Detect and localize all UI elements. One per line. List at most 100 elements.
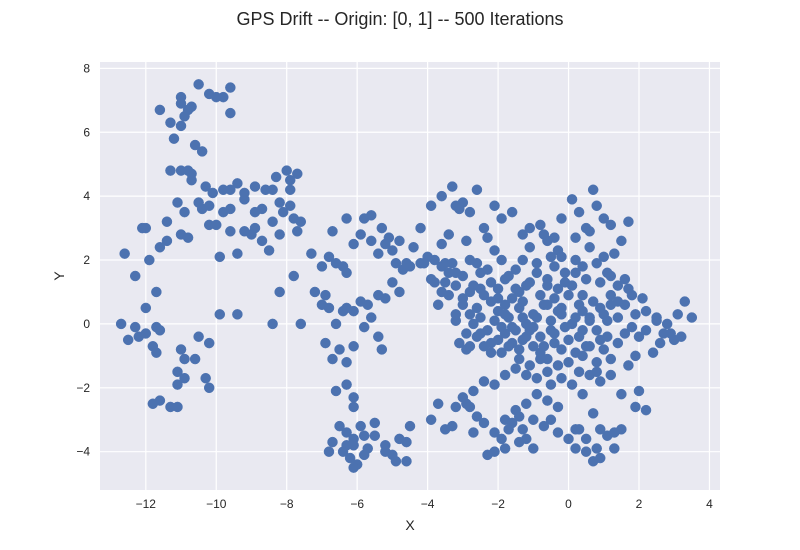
- chart-title: GPS Drift -- Origin: [0, 1] -- 500 Itera…: [236, 9, 563, 29]
- scatter-point: [570, 254, 581, 266]
- scatter-point: [436, 286, 447, 298]
- scatter-point: [503, 424, 514, 435]
- scatter-point: [369, 417, 381, 429]
- scatter-point: [499, 273, 511, 285]
- scatter-point: [563, 289, 574, 301]
- scatter-point: [594, 376, 606, 387]
- scatter-point: [387, 245, 398, 256]
- scatter-point: [556, 251, 567, 263]
- scatter-point: [348, 440, 359, 451]
- scatter-point: [344, 452, 356, 464]
- scatter-point: [499, 443, 511, 454]
- scatter-point: [225, 82, 236, 93]
- scatter-point: [327, 226, 338, 237]
- scatter-point: [457, 270, 469, 282]
- scatter-point: [401, 456, 412, 467]
- scatter-point: [316, 261, 328, 272]
- scatter-point: [528, 414, 539, 425]
- scatter-point: [295, 216, 307, 227]
- scatter-point: [394, 286, 405, 298]
- scatter-point: [609, 443, 620, 454]
- scatter-point: [309, 286, 321, 298]
- scatter-point: [616, 388, 627, 400]
- scatter-point: [281, 165, 292, 176]
- scatter-point: [232, 178, 243, 189]
- scatter-point: [630, 401, 641, 413]
- scatter-point: [447, 181, 458, 192]
- scatter-point: [577, 289, 588, 301]
- scatter-point: [594, 452, 606, 464]
- scatter-point: [154, 395, 166, 406]
- scatter-point: [517, 334, 528, 346]
- x-tick-label: −6: [350, 497, 364, 511]
- scatter-point: [489, 427, 500, 438]
- scatter-point: [654, 337, 666, 349]
- scatter-point: [591, 443, 602, 454]
- scatter-point: [246, 229, 257, 240]
- scatter-point: [189, 353, 201, 365]
- scatter-point: [330, 385, 342, 397]
- scatter-point: [521, 369, 532, 381]
- scatter-point: [447, 257, 458, 269]
- scatter-point: [570, 267, 581, 279]
- y-tick-label: 4: [83, 189, 90, 203]
- scatter-point: [577, 350, 588, 362]
- scatter-point: [594, 277, 606, 288]
- scatter-point: [366, 312, 377, 323]
- scatter-point: [320, 337, 331, 349]
- scatter-point: [376, 344, 388, 355]
- scatter-point: [450, 309, 462, 320]
- scatter-point: [521, 398, 532, 410]
- scatter-point: [373, 331, 384, 342]
- scatter-point: [587, 408, 599, 419]
- scatter-point: [454, 203, 465, 215]
- scatter-point: [584, 315, 595, 326]
- scatter-point: [274, 197, 285, 208]
- scatter-point: [506, 206, 518, 218]
- scatter-point: [580, 433, 592, 445]
- scatter-point: [633, 385, 645, 397]
- scatter-point: [559, 267, 571, 279]
- scatter-point: [587, 184, 599, 196]
- scatter-point: [436, 238, 447, 250]
- data-points: [115, 79, 698, 473]
- scatter-point: [186, 168, 197, 180]
- scatter-point: [619, 273, 631, 285]
- scatter-point: [485, 277, 497, 288]
- scatter-point: [661, 318, 673, 330]
- x-tick-label: 0: [565, 497, 572, 511]
- scatter-point: [549, 261, 560, 272]
- scatter-point: [542, 299, 553, 310]
- x-tick-label: −4: [421, 497, 435, 511]
- scatter-point: [457, 293, 469, 304]
- scatter-point: [538, 420, 550, 432]
- scatter-point: [549, 293, 560, 304]
- scatter-point: [591, 366, 602, 378]
- scatter-point: [577, 388, 588, 400]
- scatter-point: [432, 299, 444, 310]
- scatter-point: [369, 430, 381, 441]
- scatter-point: [577, 261, 588, 272]
- scatter-point: [225, 184, 236, 196]
- scatter-point: [193, 331, 204, 342]
- scatter-point: [362, 299, 373, 310]
- scatter-point: [517, 296, 528, 307]
- scatter-point: [355, 420, 366, 432]
- scatter-point: [348, 305, 359, 317]
- scatter-point: [528, 443, 539, 454]
- scatter-point: [517, 312, 528, 323]
- scatter-point: [482, 449, 493, 461]
- y-axis-label: Y: [51, 271, 67, 281]
- scatter-point: [471, 411, 483, 422]
- scatter-point: [418, 257, 430, 269]
- scatter-point: [591, 200, 602, 211]
- scatter-point: [563, 433, 574, 445]
- scatter-point: [140, 222, 152, 234]
- scatter-point: [154, 104, 166, 116]
- scatter-point: [531, 372, 543, 384]
- scatter-point: [475, 312, 486, 323]
- x-tick-label: −2: [491, 497, 505, 511]
- scatter-point: [358, 430, 370, 441]
- scatter-point: [457, 392, 469, 403]
- scatter-point: [489, 315, 500, 326]
